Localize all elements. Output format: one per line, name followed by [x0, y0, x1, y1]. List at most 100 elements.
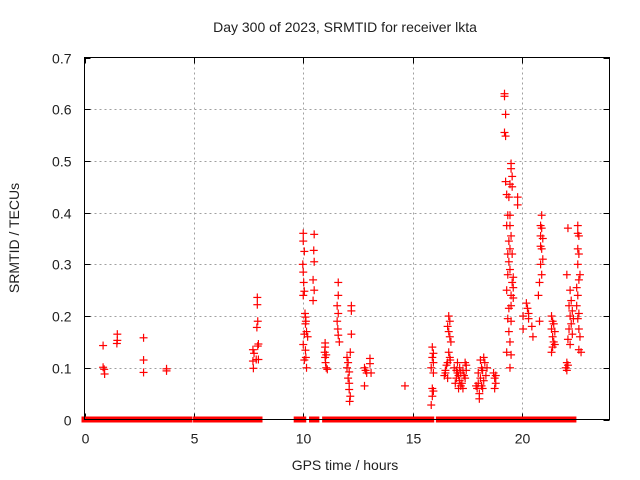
- data-point: [321, 358, 330, 367]
- data-points: [99, 89, 586, 410]
- chart-title: Day 300 of 2023, SRMTID for receiver lkt…: [213, 19, 477, 35]
- data-point: [502, 286, 511, 295]
- data-point: [461, 374, 470, 383]
- data-point: [458, 384, 467, 393]
- data-point: [567, 296, 576, 305]
- data-point: [491, 371, 500, 380]
- data-point: [491, 379, 500, 388]
- data-point: [573, 260, 582, 269]
- data-point: [300, 247, 309, 256]
- y-tick-label: 0: [64, 413, 72, 429]
- data-point: [550, 327, 559, 336]
- data-point: [299, 268, 308, 277]
- data-point: [523, 304, 532, 313]
- data-point: [505, 265, 514, 274]
- data-point: [566, 286, 575, 295]
- data-point: [301, 346, 310, 355]
- data-point: [573, 221, 582, 230]
- data-point: [563, 224, 572, 233]
- data-point: [334, 278, 343, 287]
- data-point: [253, 317, 262, 326]
- data-point: [100, 369, 109, 378]
- data-point: [99, 363, 108, 372]
- data-point: [346, 348, 355, 357]
- data-point: [299, 340, 308, 349]
- data-point: [575, 332, 584, 341]
- data-point: [333, 301, 342, 310]
- data-point: [139, 333, 148, 342]
- data-point: [568, 330, 577, 339]
- data-point: [508, 182, 517, 191]
- data-point: [527, 322, 536, 331]
- data-point: [507, 231, 516, 240]
- data-point: [565, 301, 574, 310]
- data-point: [99, 341, 108, 350]
- data-point: [429, 387, 438, 396]
- data-point: [453, 358, 462, 367]
- data-point: [343, 363, 351, 372]
- y-tick-label: 0.2: [52, 309, 72, 325]
- data-point: [561, 363, 570, 372]
- data-point: [429, 368, 438, 377]
- data-point: [500, 92, 509, 101]
- y-axis-label: SRMTID / TECUs: [6, 183, 22, 293]
- data-point: [519, 312, 528, 321]
- data-point: [507, 301, 516, 310]
- x-tick-label: 0: [82, 431, 90, 447]
- data-point: [250, 349, 259, 358]
- x-axis-label: GPS time / hours: [292, 457, 399, 473]
- data-point: [503, 270, 512, 279]
- data-point: [323, 365, 332, 374]
- data-point: [572, 283, 581, 292]
- data-point: [550, 340, 559, 349]
- data-point: [309, 246, 318, 255]
- data-point: [400, 381, 409, 390]
- data-point: [574, 250, 583, 259]
- data-point: [300, 287, 309, 296]
- data-point: [505, 337, 514, 346]
- data-point: [509, 293, 518, 302]
- data-point: [427, 363, 436, 372]
- data-point: [566, 340, 575, 349]
- data-point: [334, 309, 343, 318]
- data-point: [344, 374, 353, 383]
- data-point: [248, 357, 257, 366]
- data-point: [501, 132, 510, 141]
- data-point: [445, 332, 454, 341]
- data-point: [302, 327, 311, 336]
- data-point: [310, 286, 319, 295]
- data-point: [513, 193, 522, 202]
- data-point: [429, 358, 438, 367]
- data-point: [345, 385, 354, 394]
- y-tick-label: 0.5: [52, 154, 72, 170]
- data-point: [568, 306, 577, 315]
- data-point: [573, 314, 582, 323]
- data-point: [507, 317, 516, 326]
- x-tick-label: 20: [515, 431, 531, 447]
- data-point: [427, 401, 436, 410]
- data-point: [254, 339, 263, 348]
- grid-lines: [84, 57, 610, 420]
- data-point: [365, 359, 374, 368]
- data-point: [300, 356, 309, 365]
- data-point: [507, 350, 516, 359]
- data-point: [343, 353, 351, 362]
- data-point: [346, 392, 355, 401]
- data-point: [254, 355, 263, 364]
- data-point: [547, 348, 556, 357]
- data-point: [475, 394, 484, 403]
- data-point: [455, 363, 464, 372]
- data-point: [538, 234, 547, 243]
- data-point: [480, 358, 489, 367]
- data-point: [507, 164, 516, 173]
- data-point: [537, 244, 546, 253]
- data-point: [500, 128, 509, 137]
- data-point: [505, 221, 514, 230]
- data-point: [444, 348, 453, 357]
- data-point: [112, 339, 121, 348]
- data-point: [547, 312, 556, 321]
- data-point: [519, 325, 528, 333]
- data-point: [299, 278, 308, 287]
- y-tick-label: 0.6: [52, 102, 72, 118]
